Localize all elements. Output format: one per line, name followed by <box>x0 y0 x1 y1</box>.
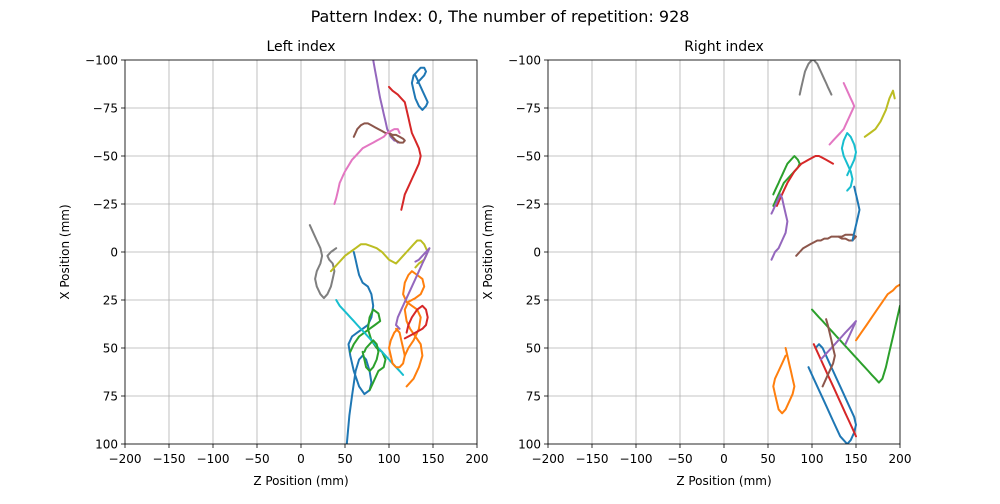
left-index-trace-14 <box>395 247 431 330</box>
right-index-traces <box>770 60 900 444</box>
right-index-trace-2 <box>772 155 801 207</box>
right-index-trace-6 <box>828 82 856 146</box>
left-index-trace-12 <box>361 339 380 372</box>
left-index-ylabel: X Position (mm) <box>58 204 72 299</box>
right-index-trace-1 <box>855 283 900 342</box>
left-index-panel: −200 −150 −100 −50 0 50 100 150 200 −100 −75 −50 −25… <box>58 39 488 488</box>
left-index-xtick-label-0: −200 <box>109 452 142 466</box>
right-index-ytick-label-1: −75 <box>516 102 541 116</box>
left-index-ytick-label-4: 0 <box>110 246 118 260</box>
right-index-panel: −200 −150 −100 −50 0 50 100 150 200 −100 −75 −50 −25… <box>481 39 911 488</box>
left-index-ytick-label-2: −50 <box>93 150 118 164</box>
left-index-title: Left index <box>266 39 335 55</box>
right-index-trace-5 <box>795 233 857 257</box>
left-index-trace-11 <box>388 327 406 369</box>
right-index-xtick-label-0: −200 <box>532 452 565 466</box>
figure-suptitle: Pattern Index: 0, The number of repetiti… <box>310 7 690 26</box>
left-index-xtick-label-2: −100 <box>197 452 230 466</box>
left-index-ytick-label-1: −75 <box>93 102 118 116</box>
right-index-ytick-label-7: 75 <box>526 390 541 404</box>
right-index-trace-15 <box>821 318 836 388</box>
left-index-trace-8 <box>329 239 429 273</box>
left-index-xtick-label-8: 200 <box>466 452 489 466</box>
left-index-xtick-label-5: 50 <box>337 452 352 466</box>
right-index-ytick-label-8: 100 <box>518 438 541 452</box>
right-index-title: Right index <box>684 39 764 55</box>
right-index-ytick-label-3: −25 <box>516 198 541 212</box>
right-index-ytick-label-6: 50 <box>526 342 541 356</box>
right-index-ytick-label-2: −50 <box>516 150 541 164</box>
left-index-ytick-label-5: 25 <box>103 294 118 308</box>
left-index-trace-3 <box>388 85 422 211</box>
left-index-trace-6 <box>333 128 401 205</box>
right-index-xtick-label-1: −150 <box>576 452 609 466</box>
left-index-xtick-label-7: 150 <box>422 452 445 466</box>
left-index-ytick-label-3: −25 <box>93 198 118 212</box>
left-index-trace-0 <box>345 251 375 444</box>
right-index-xlabel: Z Position (mm) <box>676 474 771 488</box>
left-index-xtick-label-1: −150 <box>153 452 186 466</box>
right-index-trace-10 <box>851 185 861 242</box>
left-index-trace-2 <box>349 308 387 392</box>
left-index-ytick-label-6: 50 <box>103 342 118 356</box>
right-index-trace-7 <box>798 60 833 96</box>
left-index-trace-13 <box>403 304 429 340</box>
right-index-ytick-label-0: −100 <box>508 54 541 68</box>
left-index-xlabel: Z Position (mm) <box>253 474 348 488</box>
right-index-trace-9 <box>840 132 857 192</box>
right-index-ytick-label-5: 25 <box>526 294 541 308</box>
right-index-xtick-label-3: −50 <box>667 452 692 466</box>
left-index-trace-4 <box>372 60 399 144</box>
left-index-trace-7 <box>308 224 338 300</box>
left-index-ytick-label-8: 100 <box>95 438 118 452</box>
right-index-ytick-label-4: 0 <box>533 246 541 260</box>
right-index-trace-14 <box>819 320 857 361</box>
right-index-xtick-label-2: −100 <box>620 452 653 466</box>
right-index-trace-0 <box>807 343 857 444</box>
left-index-trace-1 <box>402 270 426 388</box>
left-index-ytick-label-7: 75 <box>103 390 118 404</box>
right-index-trace-3 <box>775 155 835 207</box>
right-index-xtick-label-6: 100 <box>801 452 824 466</box>
right-index-xtick-label-5: 50 <box>760 452 775 466</box>
left-index-trace-10 <box>410 66 429 111</box>
right-index-xtick-label-8: 200 <box>889 452 912 466</box>
left-index-xtick-label-4: 0 <box>297 452 305 466</box>
left-index-xtick-label-6: 100 <box>378 452 401 466</box>
right-index-trace-12 <box>811 304 900 384</box>
left-index-ytick-label-0: −100 <box>85 54 118 68</box>
right-index-trace-4 <box>770 193 789 261</box>
left-index-traces <box>308 60 431 444</box>
right-index-trace-11 <box>772 347 796 415</box>
right-index-xtick-label-7: 150 <box>845 452 868 466</box>
right-index-trace-8 <box>863 89 896 138</box>
left-index-xtick-label-3: −50 <box>244 452 269 466</box>
right-index-xtick-label-4: 0 <box>720 452 728 466</box>
right-index-ylabel: X Position (mm) <box>481 204 495 299</box>
